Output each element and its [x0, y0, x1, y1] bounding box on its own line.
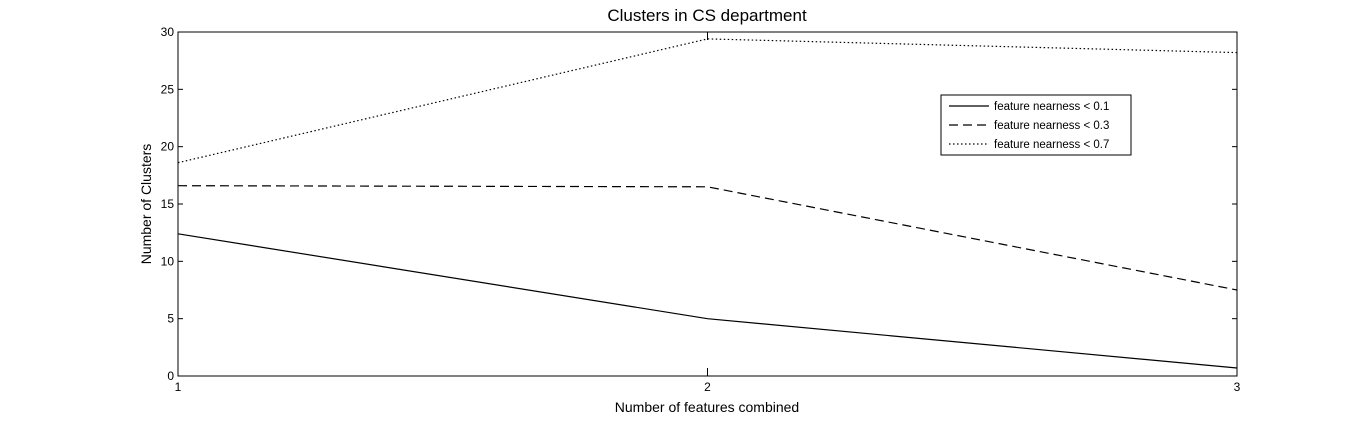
legend: feature nearness < 0.1 feature nearness <… — [940, 94, 1132, 156]
x-tick-label: 2 — [704, 380, 711, 394]
legend-box — [940, 94, 1132, 156]
series-line-2 — [177, 185, 1238, 291]
legend-label: feature nearness < 0.7 — [994, 139, 1109, 151]
chart-title: Clusters in CS department — [607, 6, 807, 25]
series-line-3 — [177, 38, 1238, 164]
series-line-1 — [177, 233, 1238, 369]
y-axis: 0 5 10 15 20 25 30 — [161, 25, 1237, 383]
series-lines — [177, 38, 1238, 369]
y-tick-label: 15 — [161, 197, 175, 211]
x-axis-label: Number of features combined — [615, 399, 799, 415]
legend-label: feature nearness < 0.1 — [994, 101, 1109, 113]
y-tick-label: 20 — [161, 140, 175, 154]
x-axis: 1 2 3 — [175, 32, 1241, 394]
y-axis-label: Number of Clusters — [138, 144, 154, 265]
plot-area-frame — [177, 31, 1238, 377]
y-tick-label: 10 — [161, 254, 175, 268]
y-tick-label: 30 — [161, 25, 175, 39]
y-tick-label: 5 — [167, 312, 174, 326]
x-tick-label: 1 — [175, 380, 182, 394]
legend-label: feature nearness < 0.3 — [994, 120, 1109, 132]
y-tick-label: 0 — [167, 369, 174, 383]
x-tick-label: 3 — [1234, 380, 1241, 394]
y-tick-label: 25 — [161, 82, 175, 96]
